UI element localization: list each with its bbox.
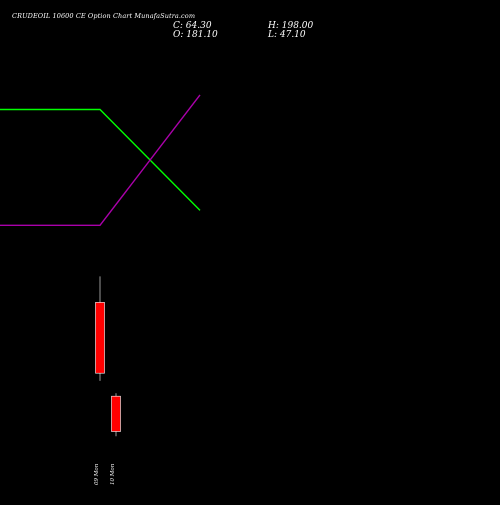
chart-title: CRUDEOIL 10600 CE Option Chart MunafaSut…: [12, 12, 196, 20]
x-tick-label: 10 Mon: [110, 463, 116, 485]
open-value: O: 181.10: [173, 30, 218, 40]
high-value: H: 198.00: [268, 21, 314, 31]
series-line-0: [0, 108, 201, 211]
candle-body-0: [95, 302, 105, 374]
x-tick-label: 09 Mon: [94, 463, 100, 485]
series-line-1: [0, 94, 201, 227]
close-value: C: 64.30: [173, 21, 212, 31]
candle-body-1: [111, 395, 121, 432]
low-value: L: 47.10: [268, 30, 306, 40]
